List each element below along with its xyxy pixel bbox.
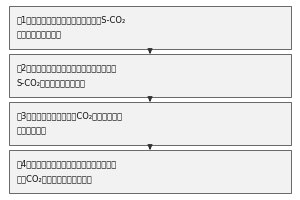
FancyBboxPatch shape xyxy=(9,102,291,145)
Text: （2）二次加热，将燃气燃烧后的热量换热给: （2）二次加热，将燃气燃烧后的热量换热给 xyxy=(16,64,117,72)
FancyBboxPatch shape xyxy=(9,6,291,49)
FancyBboxPatch shape xyxy=(9,150,291,193)
Text: （1）一次加热，将钢渣的热量换热给S-CO₂: （1）一次加热，将钢渣的热量换热给S-CO₂ xyxy=(16,16,126,24)
Text: S-CO₂工质进行二次加热；: S-CO₂工质进行二次加热； xyxy=(16,78,86,87)
Text: （3）发电，二次加热后的CO₂工质带动发电: （3）发电，二次加热后的CO₂工质带动发电 xyxy=(16,112,123,120)
Text: 工质进行一次加热；: 工质进行一次加热； xyxy=(16,30,62,40)
Text: 机进行发电；: 机进行发电； xyxy=(16,127,46,136)
Text: （4）恢复状态，包括换热阶段和回热阶段，: （4）恢复状态，包括换热阶段和回热阶段， xyxy=(16,160,117,168)
Text: 使得CO₂工质恢复超零界状态。: 使得CO₂工质恢复超零界状态。 xyxy=(16,174,92,184)
FancyBboxPatch shape xyxy=(9,54,291,97)
